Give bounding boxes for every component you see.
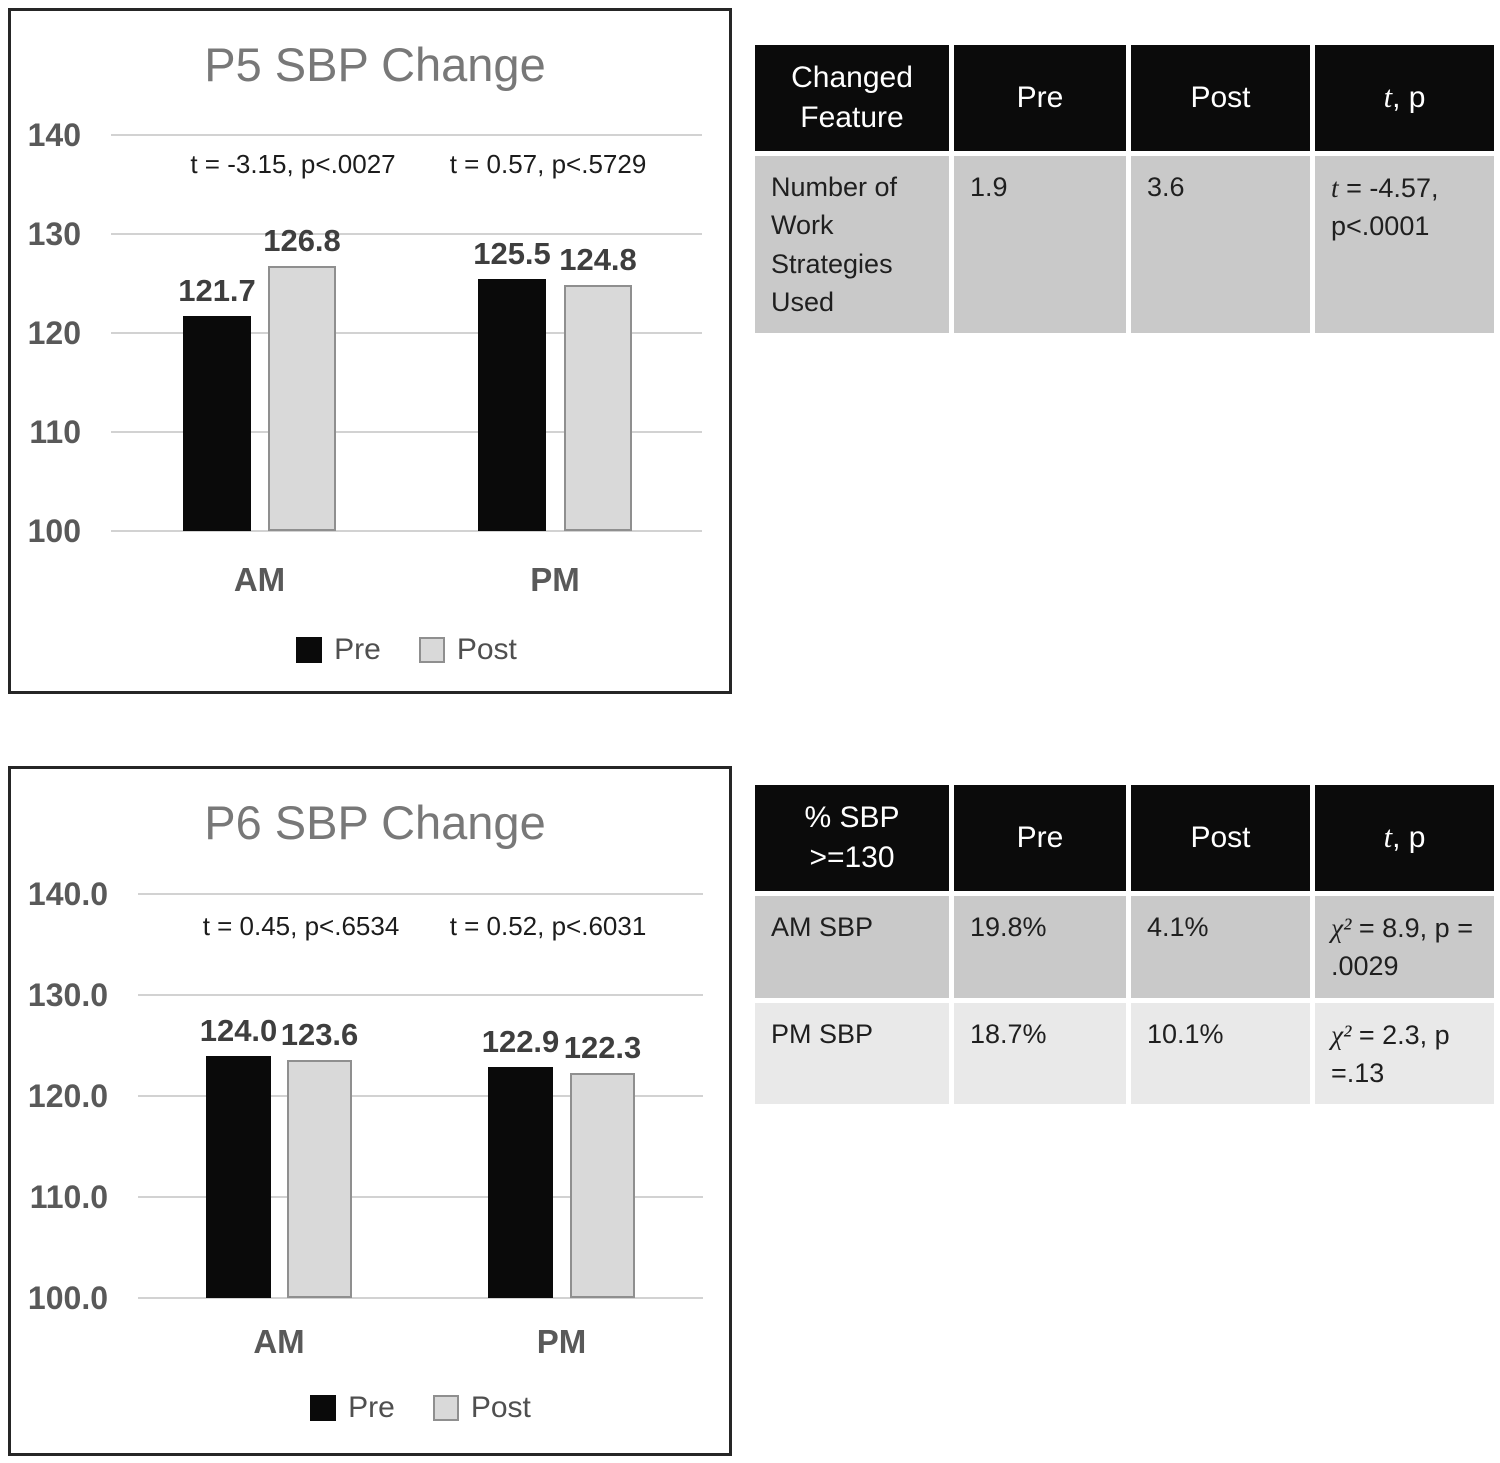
table-header-cell: Pre [954,785,1126,891]
table-cell: 1.9 [954,156,1126,334]
legend-pre-swatch [296,637,323,663]
gridline [138,1095,703,1097]
chart-legend: Pre Post [138,1391,703,1425]
bar-value-label: 121.7 [178,273,256,309]
table-header-cell: t, p [1315,45,1494,151]
bar-post-am [287,1059,352,1298]
bar-pre-am [206,1055,271,1298]
category-label-pm: PM [536,1323,587,1360]
table-cell: χ² = 8.9, p = .0029 [1315,896,1494,998]
chart-panel-p5: P5 SBP Change 140 130 120 110 100 121.7 126.8 A… [8,8,732,694]
bar-value-label: 124.0 [199,1012,278,1048]
gridline [111,332,702,334]
category-label-pm: PM [530,561,580,598]
y-axis-tick-label: 100 [27,513,81,549]
gridline [138,893,703,895]
legend-pre-label: Pre [348,1391,395,1424]
table-header-cell: Post [1131,785,1310,891]
bar-value-label: 123.6 [280,1016,359,1052]
chart-title: P6 SBP Change [204,796,546,849]
legend-post-swatch [432,1395,459,1421]
table-header-cell: Post [1131,45,1310,151]
bar-pre-pm [478,278,546,531]
y-axis-tick-label: 140.0 [27,876,108,912]
table-cell: χ² = 2.3, p =.13 [1315,1002,1494,1105]
table-cell: 10.1% [1131,1002,1310,1105]
bar-value-label: 122.3 [563,1029,642,1065]
table-cell: 3.6 [1131,156,1310,334]
legend-post-swatch [418,637,445,663]
bar-value-label: 126.8 [263,222,341,258]
stat-annotation: t = 0.52, p<.6031 [449,911,647,941]
bar-value-label: 122.9 [481,1023,560,1059]
stat-annotation: t = 0.45, p<.6534 [202,911,400,941]
y-axis-tick-label: 110 [29,414,81,450]
y-axis-tick-label: 110.0 [29,1179,108,1215]
bar-post-pm [564,285,632,531]
legend-post-label: Post [470,1391,531,1424]
legend-pre-swatch [310,1395,337,1421]
table-header-cell: Changed Feature [755,45,949,151]
y-axis-tick-label: 130.0 [27,977,108,1013]
sbp-percent-table: % SBP >=130 Pre Post t, p AM SBP 19.8% 4.1% χ² … [755,785,1494,1105]
chart-title: P5 SBP Change [204,38,546,91]
y-axis-tick-label: 120 [27,315,81,351]
chart-panel-p6: P6 SBP Change 140.0 130.0 120.0 110.0 100.0 1… [8,766,732,1456]
y-axis-tick-label: 120.0 [27,1078,108,1114]
category-label-am: AM [233,561,286,598]
category-label-am: AM [253,1323,305,1360]
table-header-cell: t, p [1315,785,1494,891]
y-axis-tick-label: 100.0 [27,1280,108,1316]
table-cell: 19.8% [954,896,1126,998]
table-header-cell: % SBP >=130 [755,785,949,891]
y-axis-tick-label: 140 [27,117,81,153]
plot-area-p5: 140 130 120 110 100 121.7 126.8 AM t = -3.15, p<… [11,11,729,691]
legend-pre-label: Pre [334,633,381,666]
gridline [138,1196,703,1198]
bar-post-am [268,265,336,531]
bar-value-label: 124.8 [559,242,637,278]
table-cell: t = -4.57, p<.0001 [1315,156,1494,334]
gridline [111,233,702,235]
chart-legend: Pre Post [111,633,702,667]
bar-post-pm [570,1072,635,1298]
plot-area-p6: 140.0 130.0 120.0 110.0 100.0 124.0 123.6 AM t =… [11,769,729,1453]
table-cell: 4.1% [1131,896,1310,998]
table-header-cell: Pre [954,45,1126,151]
table-cell: 18.7% [954,1002,1126,1105]
bar-pre-pm [488,1066,553,1298]
work-strategies-table: Changed Feature Pre Post t, p Number of Work… [755,45,1494,334]
gridline [111,530,702,532]
table-cell: AM SBP [755,896,949,998]
gridline [111,134,702,136]
bar-value-label: 125.5 [473,235,551,271]
y-axis-tick-label: 130 [27,216,81,252]
gridline [138,1297,703,1299]
gridline [138,994,703,996]
legend-post-label: Post [456,633,517,666]
table-cell: Number of Work Strategies Used [755,156,949,334]
bar-pre-am [183,316,251,531]
stat-annotation: t = 0.57, p<.5729 [449,149,647,179]
gridline [111,431,702,433]
stat-annotation: t = -3.15, p<.0027 [190,149,396,179]
table-cell: PM SBP [755,1002,949,1105]
